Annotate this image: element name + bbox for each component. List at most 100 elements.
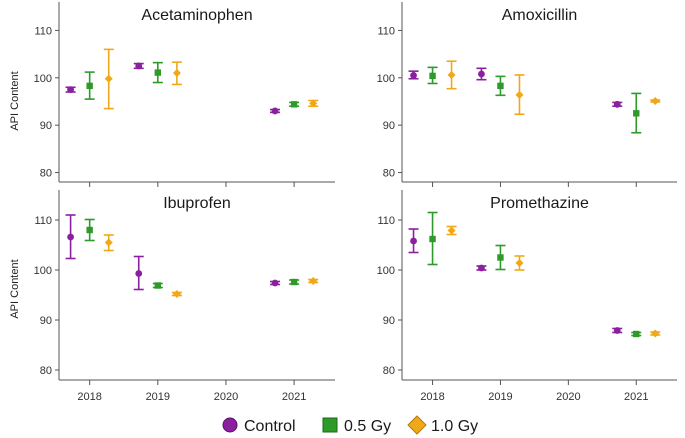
mean-marker-circle	[613, 327, 621, 334]
y-tick-label: 110	[34, 215, 52, 227]
mean-marker-square	[290, 278, 298, 286]
mean-marker-diamond	[515, 90, 524, 99]
panel-title: Acetaminophen	[141, 7, 252, 24]
y-tick-label: 90	[40, 120, 52, 132]
data-point-1-0-gy-2019	[514, 255, 525, 271]
panels-layer: 80 90 100 110 Acetaminophen 80 90 100 110 Amoxici…	[34, 2, 677, 403]
x-tick-label: 2021	[624, 391, 648, 403]
mean-marker-circle	[478, 264, 485, 272]
y-tick-label: 100	[34, 265, 52, 277]
data-point-control-2021	[270, 279, 281, 287]
data-point-control-2021	[270, 107, 281, 115]
data-point-control-2019	[133, 62, 144, 70]
mean-marker-circle	[135, 62, 143, 70]
mean-marker-square	[290, 101, 298, 108]
mean-marker-square	[429, 72, 436, 80]
mean-marker-diamond	[447, 226, 456, 235]
panel-title: Amoxicillin	[502, 7, 578, 24]
data-point-1-0-gy-2021	[308, 99, 319, 108]
mean-marker-diamond	[309, 277, 318, 285]
mean-marker-circle	[271, 107, 279, 115]
mean-marker-square	[86, 82, 93, 90]
y-axis-label-top: API Content	[9, 71, 21, 130]
mean-marker-square	[154, 69, 162, 76]
y-tick-label: 90	[383, 120, 395, 132]
y-tick-label: 80	[383, 168, 395, 180]
y-tick-label: 90	[40, 315, 52, 327]
x-tick-label: 2019	[488, 391, 512, 403]
mean-marker-square	[429, 235, 436, 243]
data-point-0-5-gy-2018	[84, 71, 95, 100]
y-tick-label: 100	[377, 73, 395, 85]
data-point-control-2019	[133, 255, 144, 291]
data-point-1-0-gy-2019	[171, 290, 182, 298]
panel-title: Promethazine	[490, 195, 589, 212]
y-tick-label: 80	[383, 365, 395, 377]
data-point-control-2018	[65, 86, 76, 94]
legend-item-control: Control	[222, 417, 296, 435]
data-point-1-0-gy-2019	[171, 61, 182, 86]
mean-marker-diamond	[447, 70, 456, 79]
panel-title: Ibuprofen	[163, 195, 231, 212]
mean-marker-square	[633, 110, 640, 117]
x-tick-label: 2019	[146, 391, 170, 403]
panel-acetaminophen: 80 90 100 110 Acetaminophen	[34, 2, 335, 187]
data-point-control-2019	[476, 264, 487, 272]
mean-marker-diamond	[104, 74, 113, 83]
data-point-1-0-gy-2021	[650, 97, 661, 105]
data-point-0-5-gy-2018	[84, 218, 95, 242]
x-tick-label: 2018	[420, 391, 444, 403]
legend-label: Control	[244, 418, 296, 435]
data-point-control-2018	[408, 70, 419, 80]
mean-marker-circle	[135, 270, 143, 277]
data-point-0-5-gy-2021	[289, 101, 300, 108]
mean-marker-square	[86, 226, 93, 234]
mean-marker-diamond	[172, 290, 181, 298]
legend-label: 0.5 Gy	[344, 418, 391, 435]
panel-amoxicillin: 80 90 100 110 Amoxicillin	[377, 2, 677, 187]
x-tick-label: 2020	[214, 391, 238, 403]
mean-marker-circle	[410, 237, 417, 245]
x-tick-label: 2020	[556, 391, 580, 403]
mean-marker-circle	[67, 233, 74, 241]
panel-promethazine: 80 90 100 110 2018 2019 2020 2021 Promethazine	[377, 190, 677, 403]
data-point-0-5-gy-2021	[631, 330, 642, 338]
legend-item-1-0-gy: 1.0 Gy	[407, 415, 478, 435]
mean-marker-circle	[613, 100, 621, 108]
y-axis-label-bottom: API Content	[9, 259, 21, 318]
y-tick-label: 110	[377, 215, 395, 227]
mean-marker-circle	[67, 86, 74, 94]
data-point-1-0-gy-2018	[446, 60, 457, 90]
legend-label: 1.0 Gy	[431, 418, 478, 435]
data-point-0-5-gy-2019	[152, 282, 163, 289]
mean-marker-diamond	[515, 259, 524, 267]
data-point-control-2018	[408, 228, 419, 254]
y-tick-label: 80	[40, 365, 52, 377]
legend-item-0-5-gy: 0.5 Gy	[322, 417, 391, 435]
data-point-0-5-gy-2019	[495, 75, 506, 97]
data-point-1-0-gy-2018	[103, 234, 114, 252]
data-point-control-2021	[612, 100, 623, 108]
x-tick-label: 2021	[282, 391, 306, 403]
y-tick-label: 110	[377, 25, 395, 37]
data-point-control-2021	[612, 327, 623, 334]
mean-marker-circle	[478, 70, 485, 78]
data-point-1-0-gy-2018	[103, 48, 114, 110]
data-point-control-2019	[476, 67, 487, 81]
legend: Control 0.5 Gy 1.0 Gy	[222, 415, 478, 435]
legend-marker-square	[322, 417, 338, 433]
mean-marker-diamond	[651, 329, 660, 338]
mean-marker-square	[154, 282, 162, 289]
data-point-control-2018	[65, 214, 76, 260]
data-point-0-5-gy-2019	[152, 61, 163, 84]
mean-marker-diamond	[309, 99, 318, 108]
mean-marker-circle	[410, 72, 417, 79]
data-point-1-0-gy-2021	[650, 329, 661, 338]
mean-marker-circle	[271, 279, 279, 287]
mean-marker-diamond	[172, 69, 181, 78]
data-point-1-0-gy-2019	[514, 74, 525, 116]
x-tick-label: 2018	[77, 391, 101, 403]
data-point-0-5-gy-2019	[495, 244, 506, 271]
y-tick-label: 100	[377, 265, 395, 277]
